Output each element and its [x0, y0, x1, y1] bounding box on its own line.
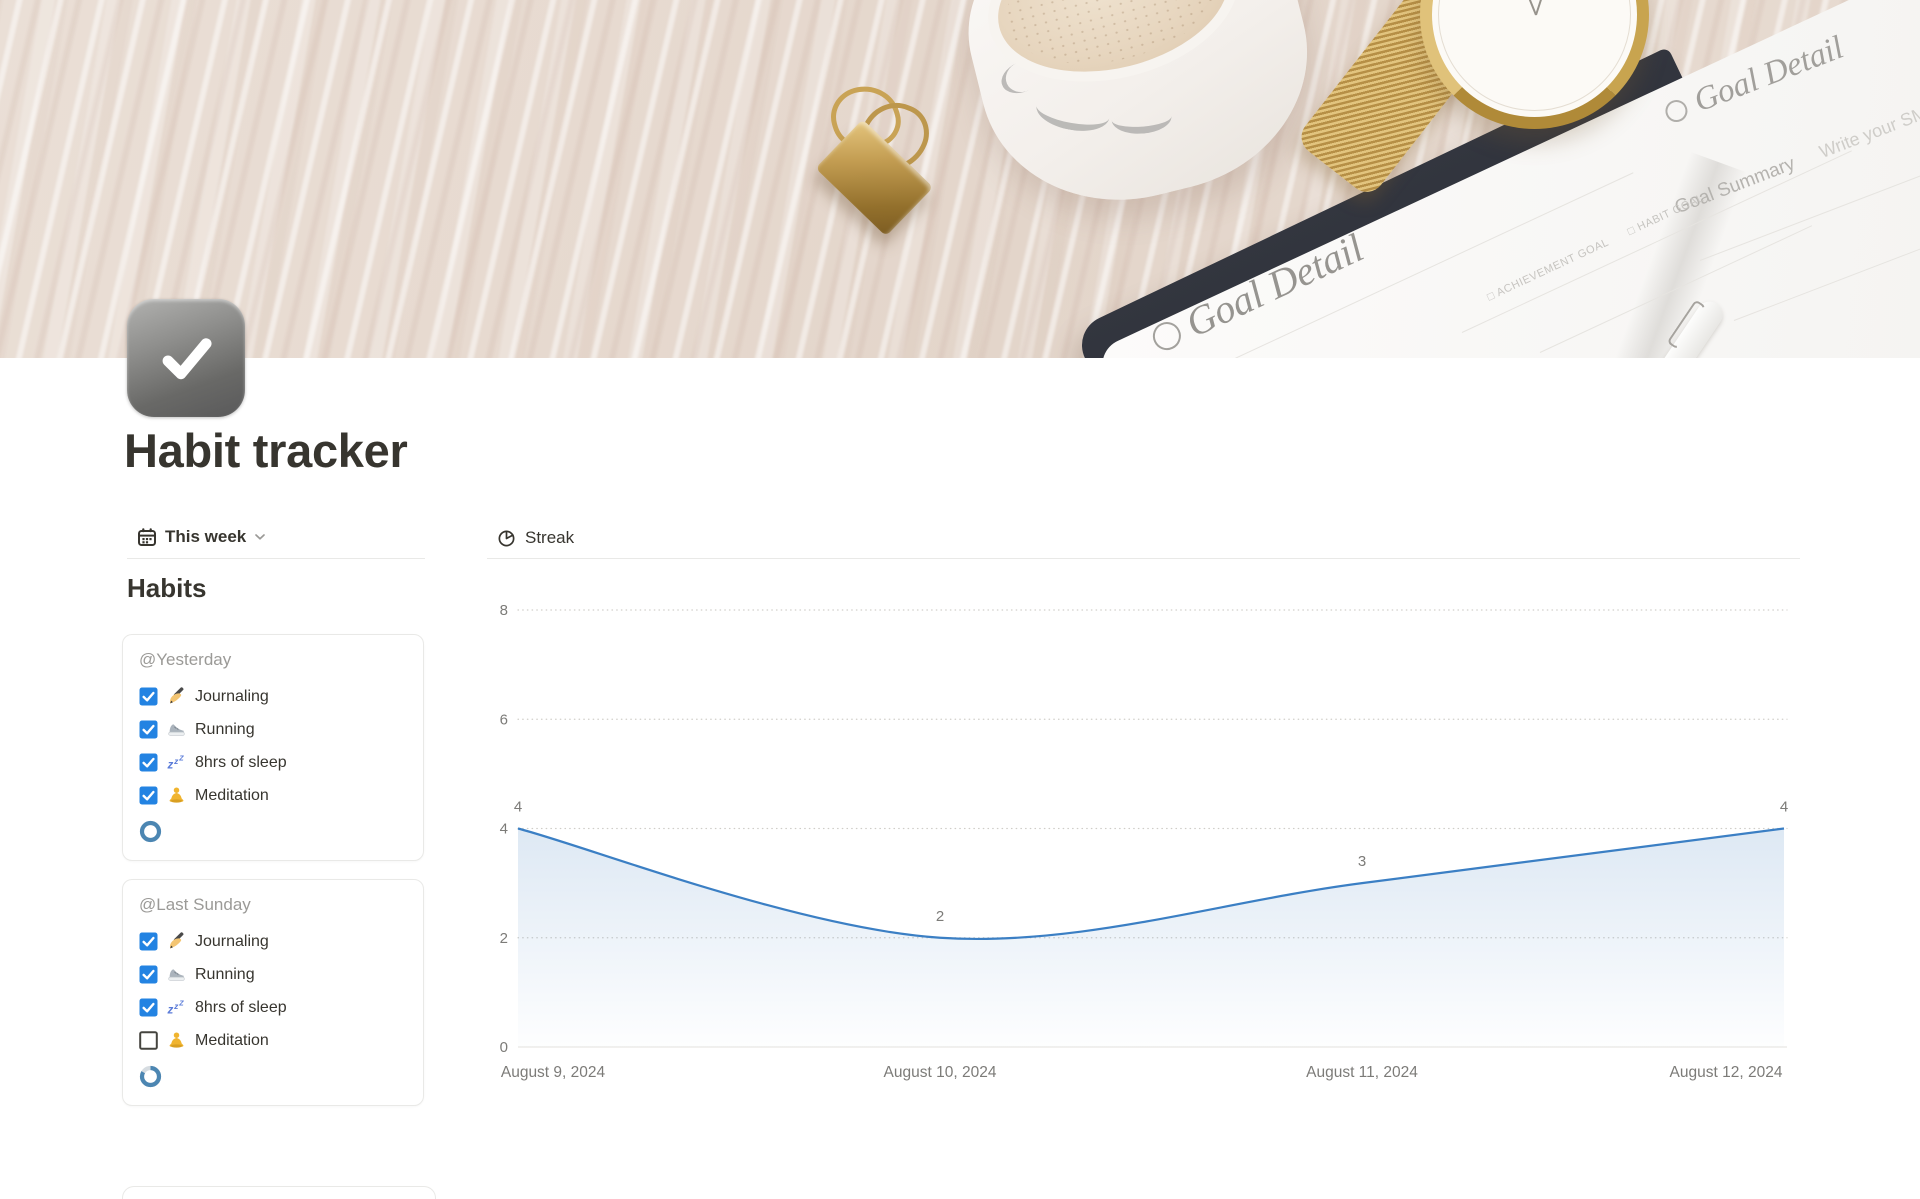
- x-axis-tick-label: August 12, 2024: [1670, 1064, 1783, 1081]
- writing-hand-icon: [167, 687, 186, 706]
- habit-card-yesterday: @Yesterday Journaling Running z z Z 8hrs…: [122, 634, 424, 861]
- svg-text:z: z: [167, 1003, 174, 1016]
- todo-checkbox[interactable]: [139, 720, 158, 739]
- zzz-icon: z z Z: [167, 753, 186, 772]
- todo-checkbox[interactable]: [139, 687, 158, 706]
- habit-label: Journaling: [195, 687, 269, 705]
- cover-image: Goal Detail Goal Detail Goal SummaryWrit…: [0, 0, 1920, 358]
- view-selector-label: This week: [165, 527, 247, 546]
- y-axis-tick-label: 8: [500, 602, 508, 619]
- chart-title: Streak: [525, 528, 575, 547]
- habit-item: Running: [139, 713, 407, 746]
- date-mention[interactable]: @Last Sunday: [139, 895, 251, 914]
- progress-ring: [139, 820, 162, 843]
- pie-chart-icon: [498, 530, 515, 546]
- habit-item: z z Z 8hrs of sleep: [139, 746, 407, 779]
- todo-checkbox[interactable]: [139, 932, 158, 951]
- habit-item: Meditation: [139, 1024, 407, 1057]
- running-shoe-icon: [167, 965, 186, 984]
- progress-ring: [139, 1065, 162, 1088]
- habit-label: Running: [195, 720, 255, 738]
- streak-line: [517, 827, 1785, 941]
- date-mention[interactable]: @Yesterday: [139, 650, 232, 669]
- x-axis-tick-label: August 10, 2024: [884, 1064, 997, 1081]
- running-shoe-icon: [167, 720, 186, 739]
- todo-checkbox[interactable]: [139, 786, 158, 805]
- y-axis-tick-label: 6: [500, 711, 508, 728]
- next-card-peek: [122, 1186, 436, 1199]
- check-mark-icon: [162, 338, 212, 380]
- svg-text:Z: Z: [178, 754, 184, 762]
- habit-label: 8hrs of sleep: [195, 753, 287, 771]
- habits-heading: Habits: [127, 573, 207, 603]
- data-label: 3: [1358, 853, 1366, 870]
- view-selector-this-week[interactable]: This week: [137, 527, 266, 547]
- data-label: 4: [1780, 799, 1788, 816]
- todo-checkbox[interactable]: [139, 965, 158, 984]
- habit-label: Meditation: [195, 786, 269, 804]
- y-axis-tick-label: 2: [500, 930, 508, 947]
- x-axis-tick-label: August 9, 2024: [501, 1064, 606, 1081]
- x-axis-tick-label: August 11, 2024: [1306, 1064, 1418, 1081]
- habit-item: Running: [139, 958, 407, 991]
- chart-header: Streak: [497, 528, 574, 548]
- page-icon-check-mark[interactable]: [127, 299, 245, 417]
- divider: [127, 558, 425, 559]
- page-title[interactable]: Habit tracker: [124, 424, 408, 477]
- y-axis-tick-label: 0: [500, 1039, 508, 1056]
- svg-text:z: z: [167, 758, 174, 771]
- data-label: 4: [514, 799, 522, 816]
- habit-item: Meditation: [139, 779, 407, 812]
- binder-clip: [785, 77, 967, 269]
- todo-checkbox[interactable]: [139, 753, 158, 772]
- data-label: 2: [936, 908, 944, 925]
- todo-checkbox[interactable]: [139, 1031, 158, 1050]
- streak-area: [518, 828, 1784, 1047]
- habit-item: Journaling: [139, 925, 407, 958]
- person-meditating-icon: [167, 1031, 186, 1050]
- zzz-icon: z z Z: [167, 998, 186, 1017]
- habit-item: z z Z 8hrs of sleep: [139, 991, 407, 1024]
- habit-label: Journaling: [195, 932, 269, 950]
- y-axis-tick-label: 4: [500, 821, 508, 838]
- habit-label: Meditation: [195, 1031, 269, 1049]
- svg-text:Z: Z: [178, 999, 184, 1007]
- habit-label: Running: [195, 965, 255, 983]
- todo-checkbox[interactable]: [139, 998, 158, 1017]
- calendar-icon: [138, 528, 156, 546]
- habit-label: 8hrs of sleep: [195, 998, 287, 1016]
- streak-chart[interactable]: 0 2 4 6 8 4 2 3 4 August 9, 2024 August 10, 2024 Au…: [487, 565, 1800, 1095]
- habit-item: Journaling: [139, 680, 407, 713]
- svg-text:z: z: [173, 1001, 179, 1011]
- person-meditating-icon: [167, 786, 186, 805]
- writing-hand-icon: [167, 932, 186, 951]
- svg-text:z: z: [173, 756, 179, 766]
- habit-card-last-sunday: @Last Sunday Journaling Running z z Z 8h…: [122, 879, 424, 1106]
- chevron-down-icon: [255, 534, 266, 540]
- divider: [487, 558, 1800, 559]
